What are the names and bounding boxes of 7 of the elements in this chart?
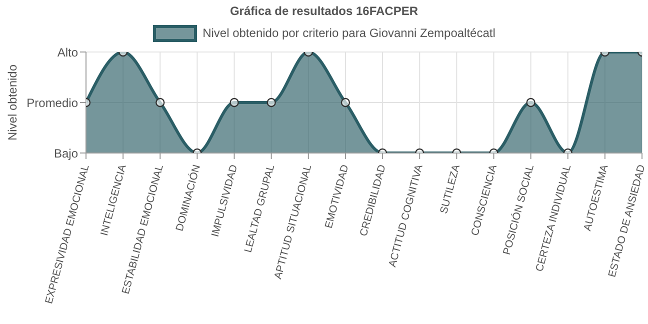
x-tick-label: LEALTAD GRUPAL [242,163,278,254]
category-label: Bajo [54,146,78,160]
chart-title: Gráfica de resultados 16FACPER [228,3,420,20]
y-axis-title: Nivel obtenido [5,64,20,141]
legend-label: Nivel obtenido por criterio para Giovanni Zempoaltécatl [202,26,496,40]
category-label: Promedio [26,96,78,110]
category-label: Alto [57,45,78,60]
